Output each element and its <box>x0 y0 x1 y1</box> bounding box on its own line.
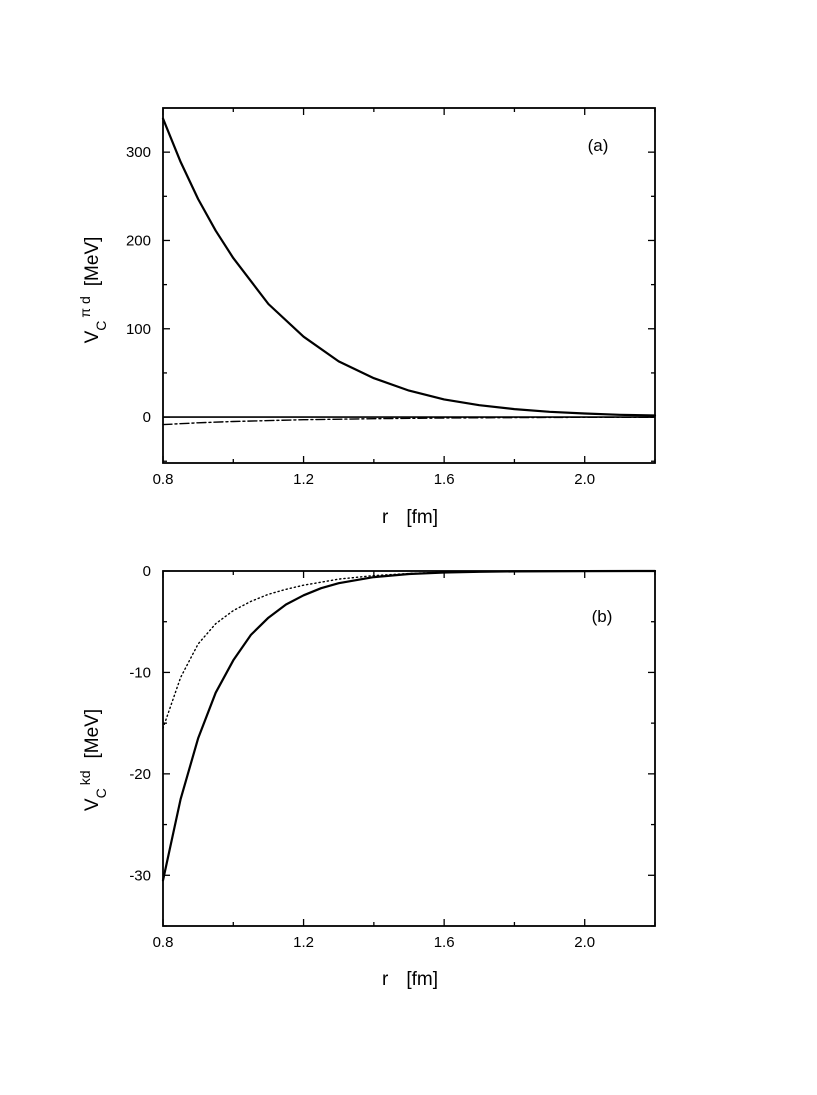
y-tick-label: 200 <box>126 232 151 249</box>
x-axis-unit: [fm] <box>406 969 438 990</box>
x-tick-label: 0.8 <box>153 471 174 488</box>
series-line-dash-dot <box>162 416 656 426</box>
y-axis-title: VCkd [MeV] <box>77 709 109 811</box>
y-axis-sub: C <box>93 321 109 331</box>
series-line-solid <box>161 117 657 417</box>
x-axis-symbol: r <box>382 507 389 528</box>
series-line-solid <box>161 569 657 882</box>
series-line-dotted <box>162 570 656 729</box>
panel-label: (b) <box>592 607 613 626</box>
x-tick-label: 2.0 <box>574 934 595 951</box>
y-axis-sub: C <box>93 788 109 798</box>
y-tick-label: -10 <box>129 664 151 681</box>
panel-a: 0.8 1.2 1.6 2.0 0 100 200 300 (a) r [fm] VCπ d [M… <box>77 107 657 528</box>
y-tick-label: -30 <box>129 867 151 884</box>
plot-frame <box>162 570 656 927</box>
y-axis-unit: [MeV] <box>82 709 103 759</box>
y-axis-main: V <box>82 798 103 811</box>
y-axis-sup: kd <box>77 771 93 786</box>
x-axis-unit: [fm] <box>406 507 438 528</box>
x-tick-label: 1.2 <box>293 934 314 951</box>
x-tick-label: 2.0 <box>574 471 595 488</box>
y-axis-unit: [MeV] <box>82 237 103 287</box>
y-tick-label: 300 <box>126 144 151 161</box>
series-group <box>161 117 657 426</box>
y-tick-label: 0 <box>143 563 151 580</box>
y-axis-title: VCπ d [MeV] <box>77 237 109 344</box>
y-axis-main: V <box>82 330 103 343</box>
y-tick-label: -20 <box>129 766 151 783</box>
x-axis-title: r [fm] <box>382 969 438 990</box>
x-tick-label: 0.8 <box>153 934 174 951</box>
y-tick-label: 0 <box>143 409 151 426</box>
y-axis-sup: π d <box>77 296 93 317</box>
panel-b: 0.8 1.2 1.6 2.0 0 -10 -20 -30 (b) r [fm] VCkd [Me… <box>77 563 657 990</box>
series-group <box>161 569 657 882</box>
axis-ticks <box>162 570 656 927</box>
x-axis-symbol: r <box>382 969 389 990</box>
x-tick-label: 1.6 <box>434 471 455 488</box>
x-tick-label: 1.6 <box>434 934 455 951</box>
axis-tick-labels: 0.8 1.2 1.6 2.0 0 100 200 300 <box>126 144 595 488</box>
y-tick-label: 100 <box>126 321 151 338</box>
panel-label: (a) <box>588 136 609 155</box>
plot-frame <box>162 107 656 464</box>
axis-tick-labels: 0.8 1.2 1.6 2.0 0 -10 -20 -30 <box>129 563 595 951</box>
x-tick-label: 1.2 <box>293 471 314 488</box>
axis-ticks <box>162 108 656 463</box>
x-axis-title: r [fm] <box>382 507 438 528</box>
